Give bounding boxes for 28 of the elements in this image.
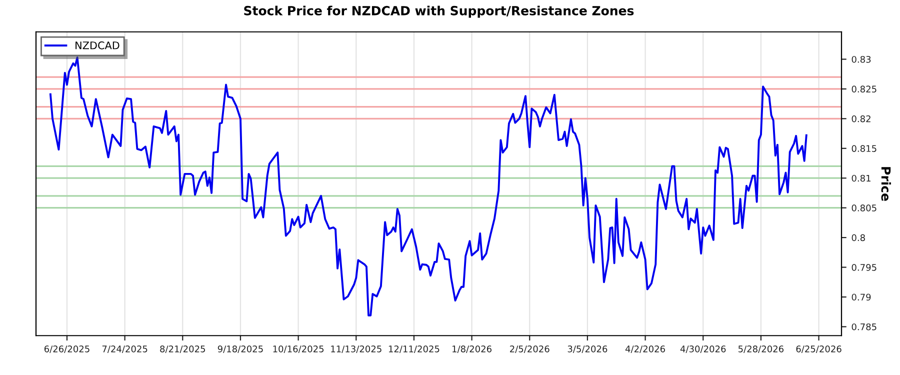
x-tick-label: 7/24/2025 [102, 346, 148, 354]
x-tick-label: 6/25/2026 [796, 346, 842, 354]
x-tick-label: 3/5/2026 [568, 346, 608, 354]
y-tick-label: 0.83 [852, 56, 871, 63]
y-tick-label: 0.805 [852, 204, 876, 212]
y-tick-label: 0.8 [852, 234, 865, 242]
x-tick-label: 10/16/2025 [273, 346, 324, 354]
y-tick-label: 0.82 [852, 115, 870, 122]
x-tick-label: 1/8/2026 [452, 346, 492, 354]
y-tick-label: 0.81 [852, 174, 870, 182]
x-tick-label: 9/18/2025 [218, 346, 263, 354]
x-tick-label: 6/26/2025 [44, 346, 90, 354]
y-tick-label: 0.785 [852, 323, 876, 330]
y-tick-label: 0.815 [852, 145, 876, 152]
chart-title: Stock Price for NZDCAD with Support/Resistance Zones [244, 6, 634, 18]
y-axis-title: Price [881, 167, 891, 201]
x-tick-label: 2/5/2026 [510, 346, 550, 354]
y-tick-label: 0.795 [852, 264, 876, 271]
y-tick-label: 0.825 [852, 86, 876, 92]
x-tick-label: 4/2/2026 [625, 346, 665, 354]
line-series [49, 56, 808, 316]
x-tick-label: 11/13/2025 [331, 346, 382, 354]
x-tick-label: 12/11/2025 [388, 346, 440, 354]
legend-label: NZDCAD [76, 41, 120, 50]
x-tick-label: 5/28/2026 [738, 346, 784, 354]
x-tick-label: 4/30/2026 [680, 346, 726, 354]
x-tick-label: 8/21/2025 [160, 346, 205, 354]
y-tick-label: 0.79 [852, 294, 871, 301]
